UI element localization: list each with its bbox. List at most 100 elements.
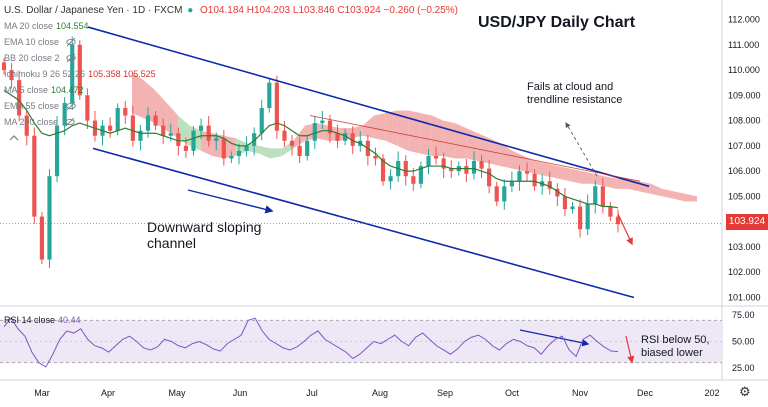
indicator-value: 105.358 105.525: [88, 69, 156, 79]
indicator-ema10[interactable]: EMA 10 close: [4, 37, 76, 47]
price-tick-label: 103.000: [728, 242, 761, 252]
indicator-value: 104.472: [51, 85, 84, 95]
price-down-arrow: [617, 213, 633, 246]
rsi-line: [3, 317, 619, 368]
cloud-segment: [535, 161, 548, 177]
candle-body: [297, 145, 302, 156]
cloud-segment: [132, 72, 144, 119]
price-tick-label: 107.000: [728, 141, 761, 151]
visibility-off-icon[interactable]: [64, 117, 75, 127]
gear-icon[interactable]: ⚙: [739, 384, 751, 399]
price-tick-label: 110.000: [728, 65, 760, 75]
candle-body: [267, 82, 272, 108]
price-tick-label: 101.000: [728, 293, 761, 303]
indicator-bb20[interactable]: BB 20 close 2: [4, 53, 76, 63]
indicator-label: BB 20 close 2: [4, 53, 60, 63]
time-tick-label: Jul: [306, 388, 318, 398]
candle-body: [206, 125, 211, 141]
indicator-label: MA 20 close: [4, 21, 54, 31]
indicator-ma200[interactable]: MA 200 close: [4, 117, 75, 127]
symbol-label: U.S. Dollar / Japanese Yen · 1D · FXCM: [4, 5, 183, 16]
cloud-segment: [143, 80, 156, 124]
candle-body: [593, 186, 598, 204]
time-tick-label: Mar: [34, 388, 50, 398]
price-tick-label: 111.000: [728, 40, 759, 50]
rsi-label: RSI 14 close: [4, 315, 56, 325]
candle-body: [289, 140, 295, 146]
candle-body: [471, 161, 477, 174]
candle-body: [426, 155, 431, 167]
cloud-segment: [420, 113, 432, 156]
cloud-segment: [293, 125, 305, 149]
annotation-line: Downward sloping: [147, 219, 262, 235]
cloud-segment: [547, 163, 559, 179]
cloud-segment: [397, 110, 409, 151]
candle-body: [449, 168, 454, 172]
indicator-ma5[interactable]: MA 5 close 104.472: [4, 85, 84, 95]
cloud-segment: [604, 176, 617, 189]
candle-body: [70, 44, 75, 103]
candle-body: [244, 145, 249, 151]
indicator-ichimoku[interactable]: Ichimoku 9 26 52 26 105.358 105.525: [4, 69, 156, 79]
candle-body: [600, 186, 605, 207]
candle-body: [570, 206, 575, 210]
candle-body: [282, 130, 287, 141]
cloud-segment: [558, 166, 571, 182]
indicator-label: EMA 55 close: [4, 101, 60, 111]
chart-title: USD/JPY Daily Chart: [478, 14, 636, 31]
candle-body: [487, 168, 492, 187]
collapse-legend-icon[interactable]: [8, 134, 20, 142]
candle-body: [380, 158, 386, 182]
cloud-segment: [454, 123, 467, 159]
time-tick-label: Nov: [572, 388, 589, 398]
candle-body: [441, 158, 446, 169]
cloud-segment: [570, 168, 582, 184]
visibility-off-icon[interactable]: [65, 101, 76, 111]
candle-body: [335, 133, 340, 141]
rsi-tick-label: 25.00: [732, 363, 755, 373]
rsi-tick-label: 50.00: [732, 337, 755, 347]
candle-body: [532, 173, 537, 187]
cloud-segment: [408, 110, 421, 154]
candle-body: [32, 135, 37, 217]
cloud-segment: [224, 135, 236, 159]
candle-body: [578, 206, 583, 230]
candle-body: [108, 125, 113, 131]
candle-body: [411, 176, 416, 184]
time-tick-label: May: [168, 388, 186, 398]
candle-body: [17, 80, 22, 116]
annotation-channel: Downward sloping channel: [147, 219, 261, 251]
candle-body: [153, 115, 158, 126]
indicator-ma20[interactable]: MA 20 close 104.554: [4, 21, 89, 31]
price-tick-label: 109.000: [728, 90, 761, 100]
candle-body: [39, 216, 44, 260]
candle-body: [138, 130, 143, 141]
candle-body: [168, 133, 173, 136]
rsi-header[interactable]: RSI 14 close 40.44: [4, 315, 81, 325]
visibility-off-icon[interactable]: [65, 37, 76, 47]
candle-body: [509, 181, 514, 187]
time-tick-label: 202: [704, 388, 719, 398]
candle-body: [464, 166, 469, 174]
cloud-segment: [166, 102, 179, 139]
candle-body: [418, 166, 423, 184]
visibility-off-icon[interactable]: [66, 53, 76, 63]
candle-body: [77, 44, 82, 96]
cloud-segment: [616, 178, 628, 189]
candle-body: [585, 203, 590, 230]
candle-body: [214, 138, 219, 141]
indicator-label: EMA 10 close: [4, 37, 60, 47]
indicator-ema55[interactable]: EMA 55 close: [4, 101, 76, 111]
cloud-segment: [431, 115, 444, 156]
chart-header: U.S. Dollar / Japanese Yen · 1D · FXCM ●…: [4, 5, 458, 16]
candle-body: [47, 176, 52, 260]
candle-body: [388, 176, 393, 182]
cloud-segment: [258, 145, 271, 159]
fails-pointer-arrow: [565, 122, 598, 177]
candle-body: [320, 120, 325, 124]
ma20-line: [3, 89, 619, 209]
cloud-segment: [650, 183, 663, 197]
cloud-segment: [374, 113, 386, 141]
